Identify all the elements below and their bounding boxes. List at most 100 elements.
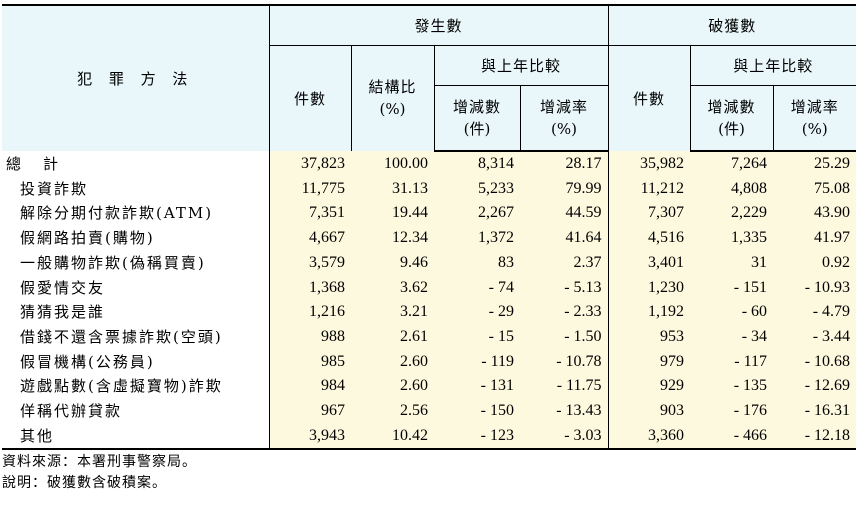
header-solved-change-count: 增減數 (件) — [689, 84, 774, 152]
cell-sol-rate: - 12.69 — [773, 374, 857, 400]
cell-occ-rate: 79.99 — [520, 176, 609, 202]
cell-sol-rate: - 3.44 — [773, 324, 857, 350]
table-row: 假愛情交友 1,368 3.62- 74- 5.13 1,230- 151- 10.9… — [2, 275, 857, 301]
cell-occ-count: 37,823 — [269, 151, 351, 177]
cell-sol-change: - 176 — [690, 399, 774, 424]
cell-sol-rate: - 12.18 — [773, 423, 857, 451]
cell-occ-ratio: 2.61 — [351, 324, 434, 350]
table-row: 假冒機構(公務員) 985 2.60- 119- 10.78 979- 117- 10… — [2, 349, 857, 375]
cell-occ-change: 2,267 — [434, 201, 520, 227]
header-solved-count: 件數 — [607, 44, 691, 151]
cell-sol-change: - 466 — [690, 423, 774, 451]
header-occurred: 發生數 — [268, 4, 609, 45]
cell-occ-ratio: 2.56 — [351, 399, 434, 424]
cell-occ-ratio: 12.34 — [351, 226, 434, 251]
cell-sol-change: - 34 — [690, 324, 774, 350]
header-pct-unit: (%) — [551, 119, 577, 138]
cell-occ-rate: - 5.13 — [520, 275, 609, 301]
cell-sol-rate: 41.97 — [773, 226, 857, 251]
row-label: 假網路拍賣(購物) — [2, 226, 270, 251]
table-header: 犯 罪 方 法 發生數 破獲數 件數 結構比 (%) 與上年比較 件數 與上年比… — [2, 4, 857, 152]
cell-occ-count: 985 — [269, 349, 351, 375]
cell-occ-count: 3,579 — [269, 250, 351, 276]
table-body: 總計 37,823 100.00 8,314 28.17 35,982 7,264 25.29… — [2, 151, 857, 451]
cell-occ-change: - 131 — [434, 374, 520, 400]
cell-sol-count: 1,192 — [607, 300, 691, 325]
cell-sol-rate: - 4.79 — [773, 300, 857, 325]
cell-occ-ratio: 10.42 — [351, 423, 434, 451]
row-label: 借錢不還含票據詐欺(空頭) — [2, 324, 270, 350]
header-case-unit: (件) — [463, 119, 491, 138]
cell-sol-rate: - 10.68 — [773, 349, 857, 375]
row-label: 猜猜我是誰 — [2, 300, 270, 325]
row-label: 佯稱代辦貸款 — [2, 399, 270, 424]
table-row: 猜猜我是誰 1,216 3.21- 29- 2.33 1,192- 60- 4.79 — [2, 300, 857, 325]
row-label: 假冒機構(公務員) — [2, 349, 270, 375]
cell-occ-change: - 123 — [434, 423, 520, 451]
cell-sol-rate: 25.29 — [773, 151, 857, 177]
cell-sol-change: 1,335 — [690, 226, 774, 251]
cell-sol-count: 1,230 — [607, 275, 691, 301]
row-label: 總計 — [2, 151, 270, 177]
header-structure-ratio-unit: (%) — [379, 100, 406, 119]
cell-occ-count: 4,667 — [269, 226, 351, 251]
header-solved-compare: 與上年比較 — [689, 44, 857, 85]
cell-sol-rate: - 16.31 — [773, 399, 857, 424]
cell-occ-ratio: 3.62 — [351, 275, 434, 301]
notes: 資料來源：本署刑事警察局。 說明：破獲數含破積案。 — [2, 452, 856, 494]
cell-sol-count: 35,982 — [607, 151, 691, 177]
cell-sol-rate: 43.90 — [773, 201, 857, 227]
cell-sol-change: - 117 — [690, 349, 774, 375]
cell-occ-count: 3,943 — [269, 423, 351, 451]
cell-occ-ratio: 100.00 — [351, 151, 434, 177]
cell-occ-rate: - 13.43 — [520, 399, 609, 424]
row-label: 假愛情交友 — [2, 275, 270, 301]
cell-occ-ratio: 31.13 — [351, 176, 434, 202]
cell-occ-ratio: 19.44 — [351, 201, 434, 227]
row-label: 解除分期付款詐欺(ATM) — [2, 201, 270, 227]
cell-sol-count: 903 — [607, 399, 691, 424]
header-occurred-compare: 與上年比較 — [433, 44, 609, 85]
header-solved-change-rate: 增減率 (%) — [772, 84, 857, 152]
cell-occ-count: 967 — [269, 399, 351, 424]
cell-sol-change: - 60 — [690, 300, 774, 325]
cell-sol-change: 2,229 — [690, 201, 774, 227]
cell-occ-change: - 29 — [434, 300, 520, 325]
header-occurred-change-rate: 增減率 (%) — [519, 84, 609, 152]
cell-occ-change: - 74 — [434, 275, 520, 301]
fraud-statistics-table: 犯 罪 方 法 發生數 破獲數 件數 結構比 (%) 與上年比較 件數 與上年比… — [2, 4, 857, 451]
row-label: 一般購物詐欺(偽稱買賣) — [2, 250, 270, 276]
cell-sol-count: 3,401 — [607, 250, 691, 276]
table-row: 一般購物詐欺(偽稱買賣) 3,579 9.46 83 2.37 3,401 31 0.92 — [2, 250, 857, 276]
cell-occ-change: 83 — [434, 250, 520, 276]
header-method: 犯 罪 方 法 — [2, 4, 269, 151]
cell-occ-count: 1,216 — [269, 300, 351, 325]
header-occurred-count: 件數 — [268, 44, 351, 151]
cell-occ-change: - 150 — [434, 399, 520, 424]
cell-occ-count: 1,368 — [269, 275, 351, 301]
cell-sol-count: 3,360 — [607, 423, 691, 451]
cell-occ-ratio: 2.60 — [351, 349, 434, 375]
cell-occ-rate: 2.37 — [520, 250, 609, 276]
header-change-rate-label: 增減率 — [790, 97, 839, 116]
table-row: 解除分期付款詐欺(ATM) 7,351 19.44 2,267 44.59 7,307 2,… — [2, 201, 857, 227]
header-change-rate-label: 增減率 — [540, 97, 589, 116]
header-structure-ratio: 結構比 (%) — [350, 44, 434, 151]
cell-occ-change: - 15 — [434, 324, 520, 350]
cell-occ-ratio: 3.21 — [351, 300, 434, 325]
cell-occ-rate: - 11.75 — [520, 374, 609, 400]
header-change-count-label: 增減數 — [452, 97, 501, 116]
cell-occ-rate: 28.17 — [520, 151, 609, 177]
table-row: 假網路拍賣(購物) 4,667 12.34 1,372 41.64 4,516 1,335 4… — [2, 226, 857, 251]
table-row: 佯稱代辦貸款 967 2.56- 150- 13.43 903- 176- 16.31 — [2, 399, 857, 424]
cell-sol-count: 979 — [607, 349, 691, 375]
row-label: 遊戲點數(含虛擬寶物)詐欺 — [2, 374, 270, 400]
cell-occ-rate: - 2.33 — [520, 300, 609, 325]
cell-occ-rate: - 1.50 — [520, 324, 609, 350]
table-row: 總計 37,823 100.00 8,314 28.17 35,982 7,264 25.29 — [2, 151, 857, 177]
cell-occ-rate: 41.64 — [520, 226, 609, 251]
document: 犯 罪 方 法 發生數 破獲數 件數 結構比 (%) 與上年比較 件數 與上年比… — [2, 4, 857, 494]
cell-occ-change: 8,314 — [434, 151, 520, 177]
cell-sol-change: 7,264 — [690, 151, 774, 177]
cell-sol-change: - 135 — [690, 374, 774, 400]
